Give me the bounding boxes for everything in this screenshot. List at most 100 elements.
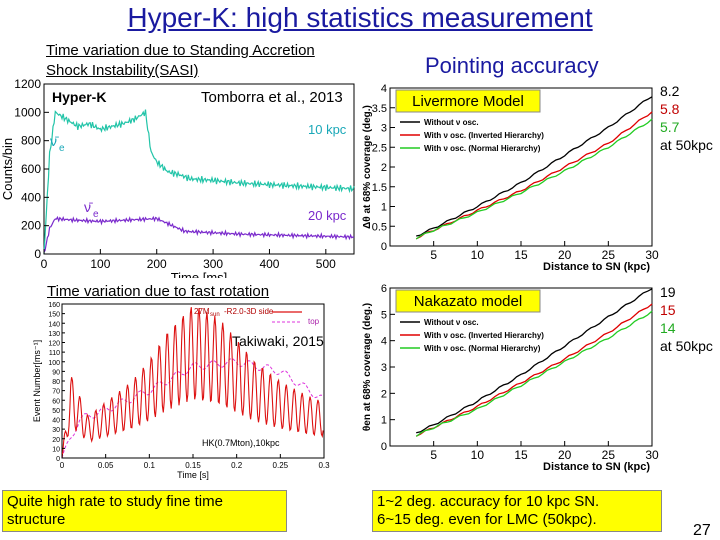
rotation-ytick-label: 160 xyxy=(48,302,60,309)
livermore-without-line xyxy=(416,96,653,237)
rotation-ytick-label: 80 xyxy=(52,379,60,386)
nakazato-normal-line xyxy=(415,310,653,437)
rotation-ytick-label: 110 xyxy=(49,350,60,357)
rotation-ytick-label: 120 xyxy=(48,341,60,348)
nakazato-without-line xyxy=(416,288,653,434)
lmc-inverted-value: 5.8 xyxy=(660,101,680,117)
rotation-xtick-label: 0.15 xyxy=(185,461,201,470)
sasi-ytick-label: 400 xyxy=(21,190,41,204)
rotation-top-line xyxy=(61,357,323,459)
sasi-ytick-label: 600 xyxy=(21,162,41,176)
livermore-ytick-label: 0 xyxy=(381,241,387,253)
livermore-xtick-label: 5 xyxy=(430,248,437,262)
sasi-ytick-label: 800 xyxy=(21,134,41,148)
sasi-plot-frame xyxy=(43,83,355,255)
rotation-xtick-label: 0.05 xyxy=(98,461,114,470)
livermore-ytick-label: 1.5 xyxy=(372,182,387,194)
lmc-normal-value: 5.7 xyxy=(660,119,680,135)
sasi-xlabel: Time [ms] xyxy=(171,270,228,278)
nakazato-xtick-label: 25 xyxy=(602,448,616,462)
note-left: Quite high rate to study fine time struc… xyxy=(2,490,287,532)
nakazato-model-label: Nakazato model xyxy=(414,293,522,310)
livermore-ytick-label: 2.5 xyxy=(372,142,387,154)
sasi-chart: 0 100 200 300 400 500 0 200 400 600 800 1000 1200 Tim… xyxy=(0,78,355,278)
rotation-xtick-label: 0.25 xyxy=(273,461,289,470)
sasi-citation: Tomborra et al., 2013 xyxy=(201,89,343,106)
nakazato-xlabel: Distance to SN (kpc) xyxy=(543,461,650,473)
nakazato-ytick-label: 0 xyxy=(381,441,387,453)
sasi-nue-sub-20: e xyxy=(93,209,99,220)
livermore-ytick-label: 2 xyxy=(381,162,387,174)
rotation-legend-top: top xyxy=(308,317,320,326)
nakazato-ytick-label: 3 xyxy=(381,362,387,374)
rotation-ytick-label: 150 xyxy=(48,312,60,319)
sasi-caption-line1: Time variation due to Standing Accretion xyxy=(46,42,315,59)
lmc-values-nakazato: 19 15 14 at 50kpc xyxy=(660,283,713,355)
nakazato-ytick-label: 4 xyxy=(381,336,387,348)
lmc2-inverted-value: 15 xyxy=(660,302,676,318)
nakazato-xtick-label: 5 xyxy=(430,448,437,462)
lmc2-normal-value: 14 xyxy=(660,320,676,336)
livermore-ytick-label: 3 xyxy=(381,123,387,135)
page-number: 27 xyxy=(693,522,711,539)
livermore-legend-label-without: Without ν osc. xyxy=(424,118,479,127)
rotation-xtick-label: 0.3 xyxy=(318,461,330,470)
nakazato-xtick-label: 20 xyxy=(558,448,572,462)
livermore-xtick-label: 20 xyxy=(558,248,572,262)
livermore-xtick-label: 30 xyxy=(645,248,659,262)
nakazato-xtick-label: 15 xyxy=(514,448,528,462)
livermore-ylabel: Δθ at 68% coverage (deg.) xyxy=(362,105,373,229)
sasi-detector-label: Hyper-K xyxy=(52,89,106,105)
rotation-chart: 0 0.05 0.1 0.15 0.2 0.25 0.3 0 10 20 30 40 50 60 70 80 9… xyxy=(32,302,330,480)
livermore-ytick-label: 1 xyxy=(381,202,387,214)
sasi-xtick-label: 0 xyxy=(41,257,48,271)
rotation-side-line xyxy=(61,307,324,459)
sasi-xtick-label: 200 xyxy=(147,257,167,271)
sasi-ytick-label: 1000 xyxy=(14,105,41,119)
sasi-ytick-label: 1200 xyxy=(14,78,41,91)
livermore-ytick-label: 3.5 xyxy=(372,103,387,115)
livermore-xtick-label: 10 xyxy=(471,248,485,262)
pointing-heading: Pointing accuracy xyxy=(425,53,599,78)
slide-title: Hyper-K: high statistics measurement xyxy=(127,2,593,33)
rotation-ytick-label: 50 xyxy=(52,408,60,415)
nakazato-chart: 5 10 15 20 25 30 0 1 2 3 4 5 6 Distance to SN (kpc) θe… xyxy=(362,283,659,473)
sasi-20kpc-label: 20 kpc xyxy=(308,208,347,223)
sasi-10kpc-label: 10 kpc xyxy=(308,122,347,137)
rotation-xtick-label: 0.2 xyxy=(231,461,243,470)
sasi-20kpc-line xyxy=(43,215,355,253)
rotation-ytick-label: 140 xyxy=(48,321,60,328)
nakazato-ylabel: θen at 68% coverage (deg.) xyxy=(362,303,373,431)
sasi-ytick-label: 0 xyxy=(34,247,41,261)
nakazato-model-box xyxy=(395,289,541,313)
sasi-xtick-label: 500 xyxy=(316,257,336,271)
note-right: 1~2 deg. accuracy for 10 kpc SN. 6~15 de… xyxy=(372,490,662,532)
rotation-ytick-label: 10 xyxy=(52,446,60,453)
rotation-ytick-label: 130 xyxy=(48,331,60,338)
livermore-legend-label-inverted: With ν osc. (Inverted Hierarchy) xyxy=(424,131,544,140)
rotation-ytick-label: 60 xyxy=(52,398,60,405)
rotation-caption: Time variation due to fast rotation xyxy=(47,283,270,300)
nakazato-ytick-label: 1 xyxy=(381,415,387,427)
rotation-legend-rest: -R2.0-3D side xyxy=(224,307,274,316)
lmc2-without-value: 19 xyxy=(660,284,676,300)
sasi-xtick-label: 100 xyxy=(90,257,110,271)
rotation-ytick-label: 70 xyxy=(52,389,60,396)
sasi-xtick-label: 300 xyxy=(203,257,223,271)
rotation-ytick-label: 90 xyxy=(52,369,60,376)
sasi-nue-symbol-10: ν̄ xyxy=(50,133,59,149)
nakazato-ytick-label: 6 xyxy=(381,283,387,295)
rotation-legend-side: 27M xyxy=(194,307,210,316)
livermore-plot-frame xyxy=(389,87,653,247)
rotation-xtick-label: 0.1 xyxy=(144,461,156,470)
rotation-xtick-label: 0 xyxy=(60,461,65,470)
lmc-without-value: 8.2 xyxy=(660,83,680,99)
rotation-legend-sub: sun xyxy=(210,312,220,318)
sasi-xtick-label: 400 xyxy=(259,257,279,271)
livermore-model-label: Livermore Model xyxy=(412,93,524,110)
livermore-ytick-label: 0.5 xyxy=(372,221,387,233)
note-right-line2: 6~15 deg. even for LMC (50kpc). xyxy=(377,511,597,528)
livermore-ytick-label: 4 xyxy=(381,83,387,95)
sasi-nue-symbol-20: ν̄ xyxy=(84,199,93,215)
lmc-distance-label: at 50kpc xyxy=(660,137,713,153)
